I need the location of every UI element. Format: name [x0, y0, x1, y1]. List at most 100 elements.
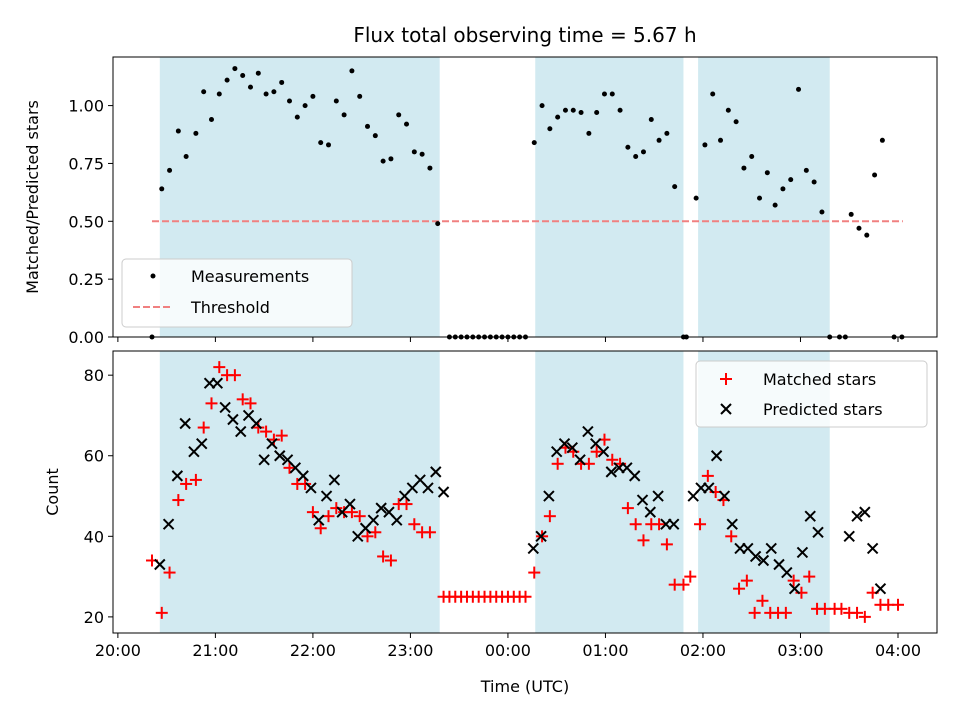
matched-star-point: [252, 421, 265, 434]
bottom-y-axis-label: Count: [43, 468, 62, 516]
matched-star-point: [345, 506, 358, 519]
matched-star-point: [637, 534, 650, 547]
measurement-point: [609, 91, 615, 97]
predicted-star-point: [171, 470, 184, 482]
matched-star-point: [787, 574, 800, 587]
measurement-point: [772, 202, 778, 208]
measurement-point: [232, 66, 238, 72]
predicted-star-point: [367, 514, 380, 526]
bottom-y-tick-label: 20: [84, 608, 104, 627]
predicted-star-point: [628, 470, 641, 482]
measurement-point: [531, 140, 537, 146]
matched-star-point: [180, 477, 193, 490]
top-y-tick-label: 0.25: [68, 270, 104, 289]
measurement-point: [788, 177, 794, 183]
predicted-star-point: [535, 530, 547, 543]
x-tick-label: 01:00: [582, 641, 628, 660]
predicted-star-point: [566, 441, 579, 454]
measurement-point: [175, 128, 181, 134]
measurement-point: [167, 167, 173, 173]
measurement-point: [819, 209, 825, 215]
matched-star-point: [891, 598, 904, 611]
matched-star-point: [701, 469, 714, 482]
x-tick-label: 03:00: [777, 641, 823, 660]
matched-star-point: [299, 477, 312, 490]
measurement-point: [648, 116, 654, 122]
top-shaded-intervals: [159, 57, 830, 337]
top-measurement-points: [149, 66, 905, 340]
predicted-star-point: [219, 401, 231, 414]
legend-measurements-label: Measurements: [191, 267, 309, 286]
predicted-star-point: [305, 482, 317, 494]
legend-matched-label: Matched stars: [763, 370, 876, 389]
bottom-panel: 20:00 21:00 22:00 23:00 00:00 01:00 02:00 03:00…: [43, 350, 938, 660]
x-tick-label: 02:00: [680, 641, 726, 660]
measurement-point: [780, 186, 786, 192]
measurement-point: [435, 221, 441, 227]
measurement-point: [879, 137, 885, 143]
predicted-star-point: [258, 454, 270, 466]
matched-star-point: [353, 510, 366, 523]
matched-star-point: [543, 510, 556, 523]
matched-star-point: [213, 361, 226, 374]
matched-star-point: [621, 502, 634, 515]
measurement-point: [287, 98, 293, 104]
predicted-star-point: [422, 482, 434, 494]
measurement-point: [333, 98, 339, 104]
measurement-point: [255, 70, 261, 76]
measurement-point: [183, 154, 189, 160]
matched-star-point: [858, 610, 871, 623]
matched-star-point: [519, 590, 532, 603]
bottom-legend: Matched stars Predicted stars: [695, 360, 928, 428]
measurement-point: [872, 172, 878, 178]
measurement-point: [757, 195, 763, 201]
matched-star-point: [361, 530, 374, 543]
predicted-star-point: [765, 542, 777, 555]
predicted-star-point: [636, 494, 649, 506]
predicted-star-point: [796, 546, 809, 559]
matched-star-point: [779, 606, 792, 619]
measurement-point: [656, 137, 662, 143]
predicted-star-point: [437, 486, 450, 498]
predicted-star-point: [812, 526, 824, 538]
predicted-star-point: [227, 413, 239, 426]
matched-star-point: [740, 574, 753, 587]
measurement-point: [396, 112, 402, 118]
predicted-star-point: [703, 482, 715, 494]
predicted-star-point: [726, 518, 738, 530]
matched-star-point: [330, 502, 343, 515]
measurement-point: [856, 225, 862, 231]
x-tick-label: 22:00: [290, 641, 336, 660]
measurement-point: [372, 133, 378, 139]
chart-title: Flux total observing time = 5.67 h: [353, 23, 696, 47]
matched-star-point: [283, 461, 296, 474]
predicted-star-point: [162, 518, 175, 530]
predicted-star-point: [375, 502, 387, 514]
measurement-point: [864, 232, 870, 238]
predicted-star-point: [859, 506, 871, 518]
matched-star-point: [306, 506, 319, 519]
measurement-point: [224, 77, 230, 83]
measurement-point: [601, 91, 607, 97]
bottom-legend-box: [695, 360, 928, 428]
predicted-star-point: [757, 554, 770, 567]
predicted-star-point: [781, 566, 793, 579]
matched-star-point: [267, 433, 280, 446]
matched-star-point: [725, 530, 738, 543]
measurement-point: [411, 149, 417, 155]
top-legend-box: [121, 258, 353, 328]
matched-star-point: [684, 570, 697, 583]
top-panel: 0.00 0.25 0.50 0.75 1.00 Matched/Predicted s…: [23, 56, 938, 347]
measurement-point: [672, 184, 678, 190]
measurement-point: [848, 211, 854, 217]
measurement-point: [764, 170, 770, 176]
x-axis-label: Time (UTC): [480, 677, 569, 696]
measurement-point: [570, 107, 576, 113]
measurement-point: [741, 165, 747, 171]
legend-predicted-label: Predicted stars: [763, 400, 883, 419]
measurement-point: [710, 91, 716, 97]
bottom-predicted-points: [154, 377, 887, 595]
matched-star-point: [756, 594, 769, 607]
measurement-point: [404, 121, 410, 127]
